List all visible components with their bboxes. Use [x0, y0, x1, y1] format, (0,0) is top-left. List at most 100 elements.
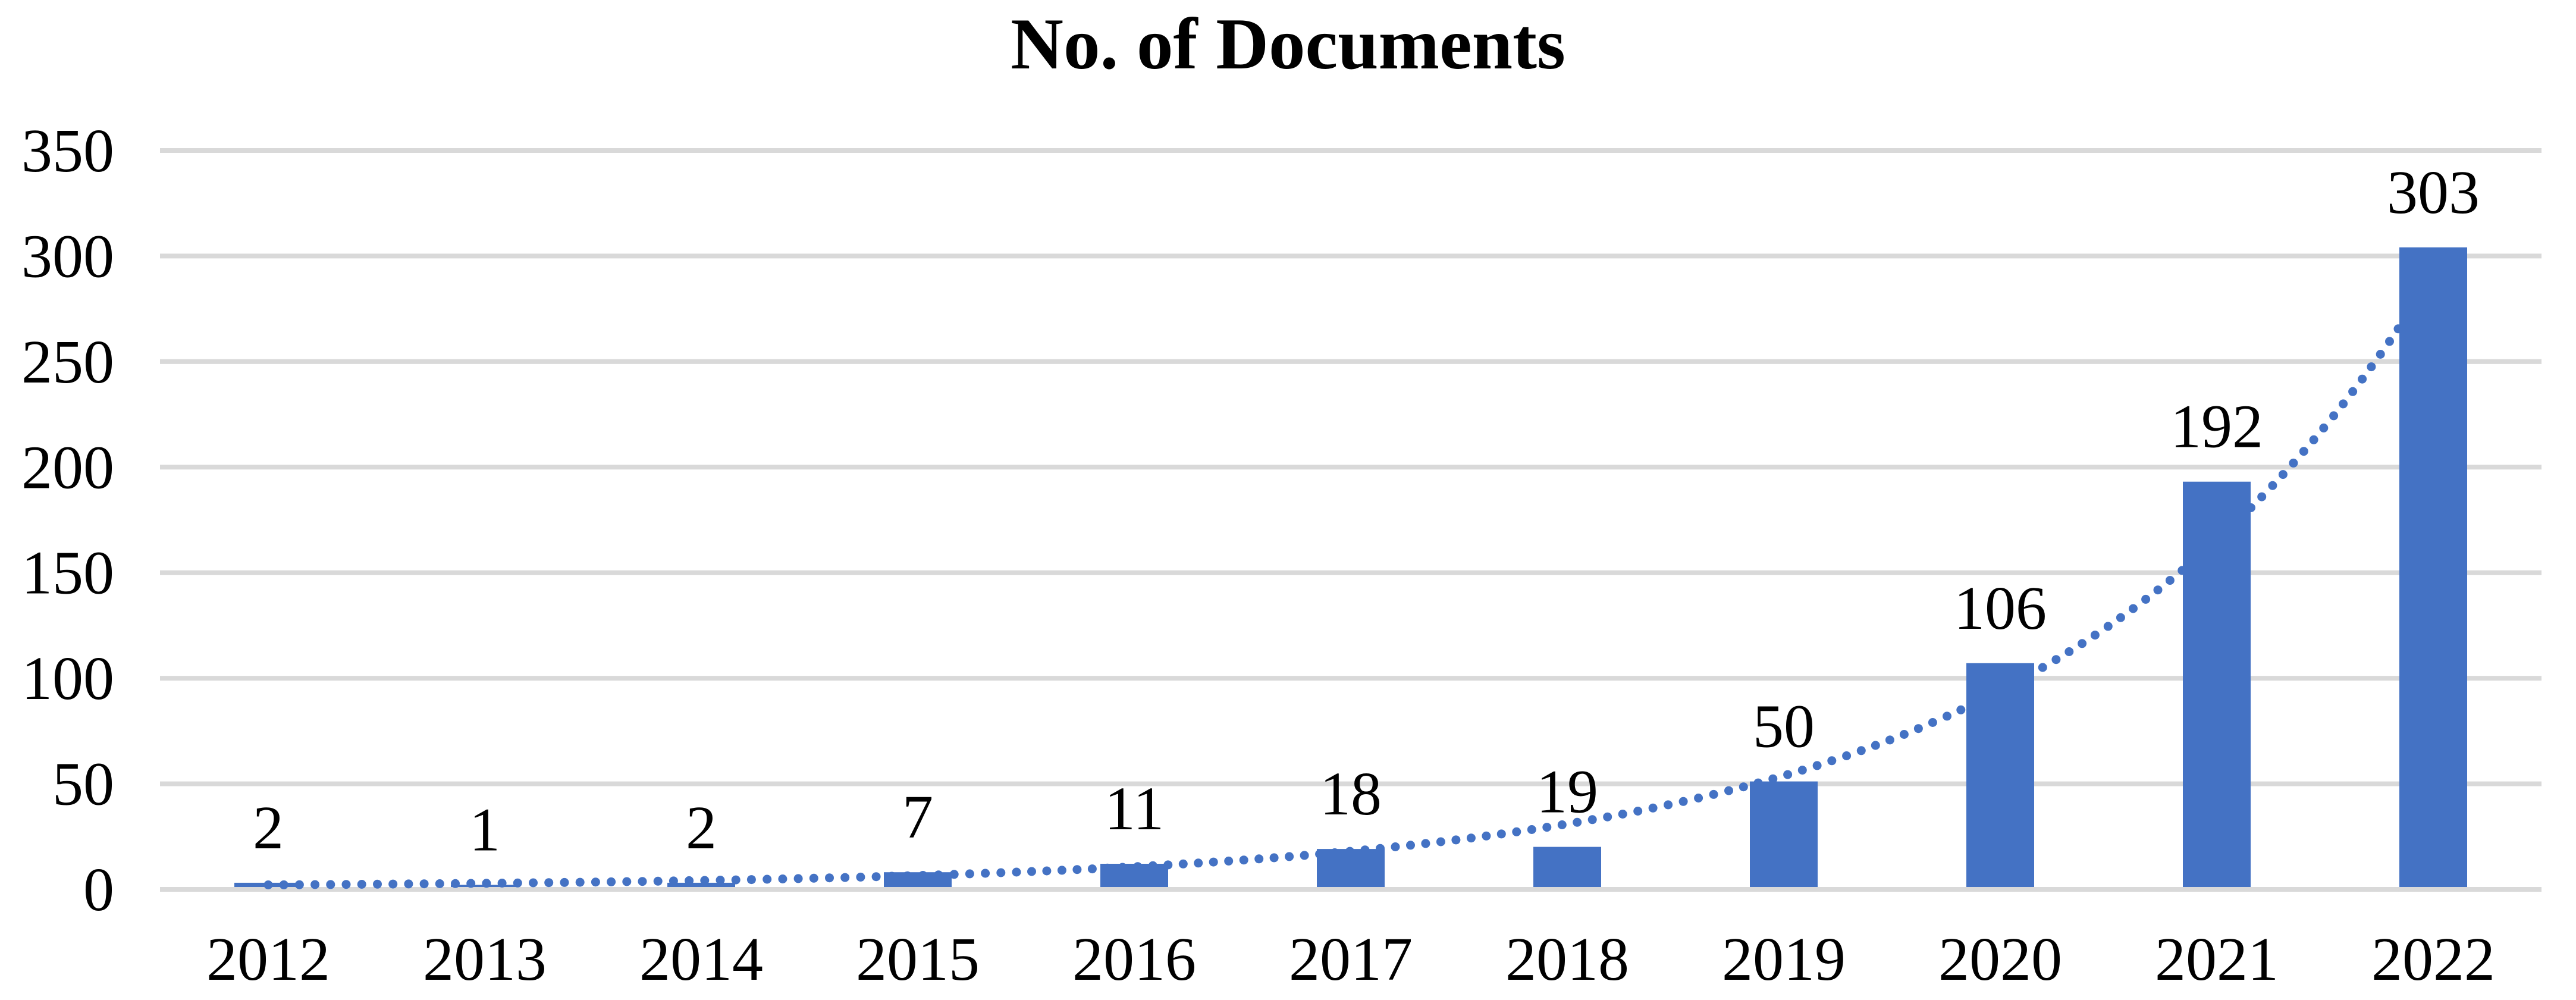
- trendline-dot: [2268, 481, 2277, 490]
- trendline-dot: [1209, 857, 1218, 867]
- x-axis-label-2012: 2012: [206, 925, 330, 993]
- trendline-dot: [1573, 817, 1582, 827]
- bar-value-label: 192: [2170, 393, 2263, 461]
- trendline-dot: [1842, 751, 1852, 760]
- trendline-dot: [1633, 807, 1643, 816]
- trendline-dot: [419, 879, 429, 889]
- trendline-dot: [1406, 841, 1415, 850]
- y-axis-tick-labels: 0 50 100 150 200 250 300 350: [21, 117, 114, 924]
- trendline-dot: [1827, 756, 1837, 766]
- trendline-dot: [1871, 741, 1880, 750]
- trendline-dot: [1943, 711, 1951, 721]
- trendline-dot: [2090, 631, 2100, 640]
- trendline-dot: [716, 876, 725, 885]
- y-axis-tick-label: 300: [21, 222, 114, 290]
- bar-value-label: 50: [1753, 692, 1815, 761]
- trendline-dot: [778, 874, 787, 883]
- trendline-dot: [388, 879, 398, 889]
- trendline-dot: [1587, 815, 1597, 825]
- x-axis-label-2018: 2018: [1505, 925, 1629, 993]
- trendline-dot: [1042, 866, 1052, 876]
- trendline-dot: [731, 875, 741, 885]
- trendline-dot: [357, 880, 366, 889]
- y-axis-tick-label: 250: [21, 328, 114, 396]
- trendline-dot: [1899, 730, 1909, 739]
- trendline-dot: [1527, 825, 1536, 834]
- trendline-dot: [1057, 866, 1066, 875]
- x-axis-label-2020: 2020: [1938, 925, 2062, 993]
- trendline-dot: [1391, 842, 1400, 851]
- trendline-dot: [638, 877, 647, 886]
- y-axis-tick-label: 0: [83, 855, 114, 924]
- y-axis-tick-label: 350: [21, 117, 114, 185]
- trendline-dot: [1269, 853, 1279, 863]
- trendline-dot: [2329, 411, 2339, 421]
- x-axis-label-2016: 2016: [1072, 925, 1196, 993]
- trendline-dot: [793, 874, 803, 883]
- bar-2018: [1533, 847, 1601, 887]
- trendline-dot: [1027, 867, 1036, 876]
- trendline-dot: [1421, 839, 1430, 848]
- trendline-dot: [965, 869, 974, 879]
- trendline-dot: [1512, 827, 1521, 836]
- trendline-dot: [746, 875, 756, 885]
- y-axis-tick-label: 150: [21, 539, 114, 607]
- trendline-dot: [1224, 856, 1234, 866]
- trendline-dot: [1768, 774, 1778, 783]
- trendline-dot: [1694, 794, 1703, 802]
- trendline-dot: [1648, 803, 1658, 813]
- y-axis-tick-label: 100: [21, 644, 114, 713]
- trendline-dot: [2153, 585, 2163, 595]
- trendline-dot: [809, 873, 818, 883]
- trendline-dot: [1496, 829, 1506, 839]
- trendline-dot: [653, 876, 663, 886]
- trendline-dot: [1542, 823, 1552, 832]
- x-axis-label-2017: 2017: [1289, 925, 1413, 993]
- trendline-dot: [825, 873, 834, 883]
- trendline-dot: [1300, 851, 1309, 860]
- bar-2012: [234, 882, 302, 887]
- x-axis-label-2014: 2014: [639, 925, 763, 993]
- bar-value-labels: 2 1 2 7 11 18 19 50 106 192 303: [253, 158, 2480, 864]
- bar-2019: [1750, 781, 1818, 887]
- trendline-dot: [1254, 854, 1264, 864]
- trendline-dot: [1436, 837, 1445, 847]
- bar-value-label: 303: [2387, 158, 2480, 227]
- trendline-dot: [341, 880, 351, 889]
- trendline-dot: [1797, 766, 1807, 775]
- trendline-dot: [560, 877, 569, 887]
- trendline-dot: [435, 879, 444, 888]
- x-axis-label-2013: 2013: [423, 925, 547, 993]
- chart-title: No. of Documents: [1011, 3, 1565, 84]
- trendline-dot: [1956, 705, 1966, 714]
- x-axis-label-2022: 2022: [2371, 925, 2495, 993]
- trendline-dot: [326, 880, 335, 889]
- bar-value-label: 11: [1105, 775, 1164, 843]
- trendline-dot: [1783, 770, 1793, 779]
- x-axis-label-2021: 2021: [2155, 925, 2279, 993]
- trendline-dot: [1812, 761, 1822, 770]
- bar-2014: [667, 882, 735, 887]
- trendline-dot: [2278, 470, 2288, 479]
- bar-2022: [2399, 247, 2467, 887]
- trendline-dot: [2309, 435, 2318, 444]
- trendline-dot: [856, 872, 865, 882]
- trendline-dot: [2165, 576, 2175, 585]
- trendline-dot: [1087, 864, 1097, 874]
- trendline-dot: [1678, 797, 1688, 806]
- bar-value-label: 2: [253, 794, 284, 862]
- y-axis-tick-label: 200: [21, 433, 114, 501]
- trendline-dot: [1178, 859, 1188, 869]
- trendline-dot: [2257, 492, 2267, 501]
- exponential-trendline: [263, 272, 2437, 889]
- trendline-dot: [700, 876, 710, 885]
- trendline-dot: [1012, 867, 1021, 877]
- trendline-dot: [1603, 812, 1612, 822]
- trendline-dot: [1285, 852, 1294, 861]
- bar-2020: [1966, 663, 2034, 887]
- trendline-dot: [2078, 639, 2087, 648]
- trendline-dot: [575, 877, 585, 887]
- trendline-dot: [840, 873, 850, 882]
